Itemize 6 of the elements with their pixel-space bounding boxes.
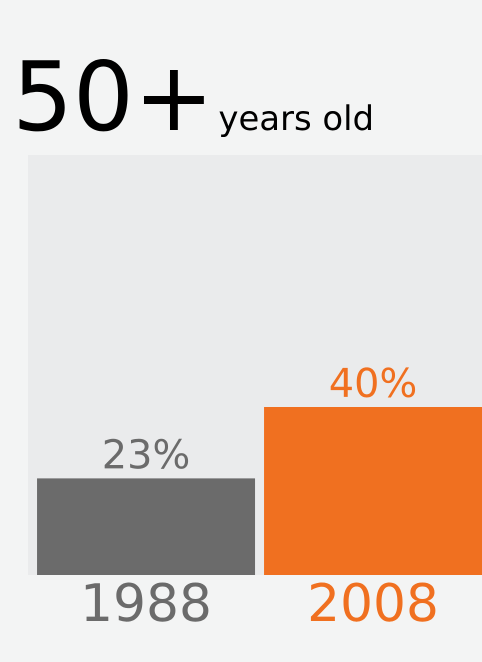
x-tick-label: 1988 (86, 582, 208, 622)
data-label: 23% (104, 438, 188, 469)
x-tick-label: 2008 (310, 582, 436, 622)
chart-title: 50+ (20, 59, 204, 132)
data-label: 40% (330, 367, 416, 398)
chart-subtitle: years old (219, 104, 371, 138)
